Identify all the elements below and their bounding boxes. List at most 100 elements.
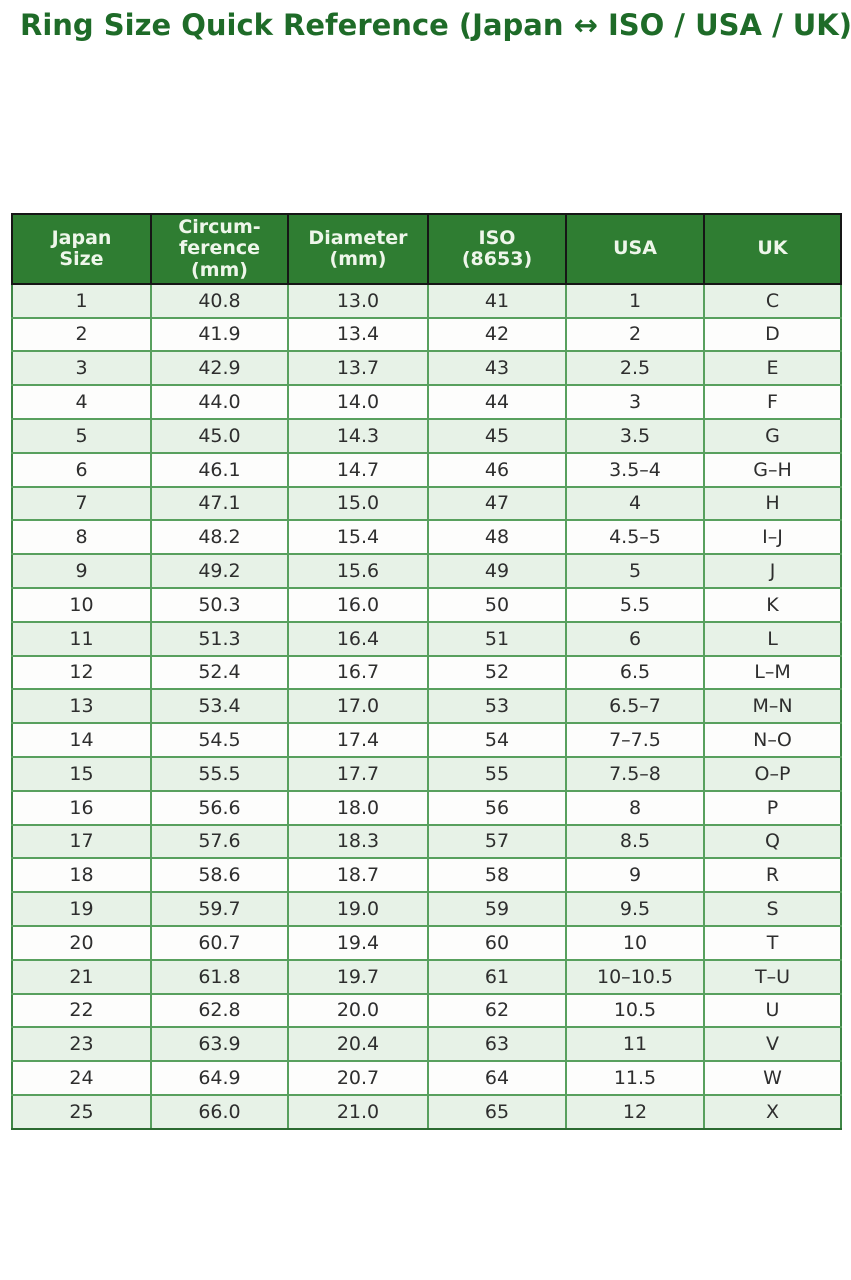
table-cell: 42.9 (150, 350, 289, 387)
column-header-circumference: Circum- ference (mm) (150, 213, 289, 285)
column-header-iso: ISO (8653) (427, 213, 567, 285)
table-cell: 6 (11, 451, 152, 488)
table-row: 21 61.8 19.7 61 10–10.5 T–U (11, 958, 842, 995)
table-cell: K (703, 586, 842, 623)
table-cell: 7–7.5 (565, 722, 705, 758)
table-cell: 52.4 (150, 654, 289, 691)
table-cell: 17.0 (287, 688, 429, 725)
table-cell: 19.4 (287, 924, 429, 961)
table-cell: 14.3 (287, 417, 429, 454)
table-cell: 44 (427, 384, 567, 420)
table-cell: 57.6 (150, 823, 289, 860)
table-cell: 54.5 (150, 722, 289, 758)
table-cell: 58 (427, 857, 567, 894)
table-cell: N–O (703, 722, 842, 758)
table-cell: J (703, 553, 842, 589)
table-cell: 64.9 (150, 1060, 289, 1096)
table-cell: 60 (427, 924, 567, 961)
table-row: 12 52.4 16.7 52 6.5 L–M (11, 654, 842, 691)
table-cell: 14 (11, 722, 152, 758)
table-cell: 65 (427, 1093, 567, 1130)
table-cell: 18.3 (287, 823, 429, 860)
table-cell: T–U (703, 958, 842, 995)
table-cell: 41 (427, 282, 567, 319)
table-cell: 17 (11, 823, 152, 860)
table-cell: 13.7 (287, 350, 429, 387)
table-cell: 4 (11, 384, 152, 420)
table-cell: X (703, 1093, 842, 1130)
table-cell: P (703, 789, 842, 826)
ring-size-table: Japan Size Circum- ference (mm) Diameter… (11, 213, 842, 1130)
column-header-usa: USA (565, 213, 705, 285)
table-cell: 64 (427, 1060, 567, 1096)
table-row: 15 55.5 17.7 55 7.5–8 O–P (11, 755, 842, 792)
table-row: 9 49.2 15.6 49 5 J (11, 553, 842, 589)
page-title: Ring Size Quick Reference (Japan ↔ ISO /… (20, 8, 851, 42)
table-cell: V (703, 1026, 842, 1063)
table-cell: D (703, 316, 842, 353)
table-cell: 16 (11, 789, 152, 826)
table-cell: 18 (11, 857, 152, 894)
table-cell: 3 (565, 384, 705, 420)
table-row: 10 50.3 16.0 50 5.5 K (11, 586, 842, 623)
table-cell: E (703, 350, 842, 387)
table-cell: L (703, 620, 842, 657)
table-cell: S (703, 891, 842, 927)
table-cell: 3.5 (565, 417, 705, 454)
table-row: 22 62.8 20.0 62 10.5 U (11, 992, 842, 1029)
table-cell: 24 (11, 1060, 152, 1096)
table-cell: 10–10.5 (565, 958, 705, 995)
table-cell: 21 (11, 958, 152, 995)
table-cell: 23 (11, 1026, 152, 1063)
table-cell: G (703, 417, 842, 454)
table-cell: 51 (427, 620, 567, 657)
table-cell: 16.0 (287, 586, 429, 623)
table-cell: 55 (427, 755, 567, 792)
table-cell: H (703, 485, 842, 522)
table-row: 24 64.9 20.7 64 11.5 W (11, 1060, 842, 1096)
table-cell: R (703, 857, 842, 894)
table-row: 2 41.9 13.4 42 2 D (11, 316, 842, 353)
table-cell: 44.0 (150, 384, 289, 420)
table-cell: 4.5–5 (565, 519, 705, 556)
table-cell: 61.8 (150, 958, 289, 995)
table-cell: 56 (427, 789, 567, 826)
table-cell: 22 (11, 992, 152, 1029)
table-cell: 17.7 (287, 755, 429, 792)
table-cell: T (703, 924, 842, 961)
table-cell: 3.5–4 (565, 451, 705, 488)
table-cell: 18.0 (287, 789, 429, 826)
table-cell: 49.2 (150, 553, 289, 589)
table-row: 23 63.9 20.4 63 11 V (11, 1026, 842, 1063)
table-cell: 10 (565, 924, 705, 961)
table-cell: 59 (427, 891, 567, 927)
table-cell: 51.3 (150, 620, 289, 657)
table-cell: 48 (427, 519, 567, 556)
ring-size-table-container: Japan Size Circum- ference (mm) Diameter… (11, 213, 842, 1130)
table-cell: 41.9 (150, 316, 289, 353)
table-cell: 12 (565, 1093, 705, 1130)
table-cell: 7 (11, 485, 152, 522)
table-cell: 11 (565, 1026, 705, 1063)
table-row: 7 47.1 15.0 47 4 H (11, 485, 842, 522)
table-row: 4 44.0 14.0 44 3 F (11, 384, 842, 420)
table-cell: 45.0 (150, 417, 289, 454)
table-cell: 53.4 (150, 688, 289, 725)
table-cell: 56.6 (150, 789, 289, 826)
table-cell: W (703, 1060, 842, 1096)
table-cell: 47 (427, 485, 567, 522)
table-cell: 60.7 (150, 924, 289, 961)
table-cell: 9.5 (565, 891, 705, 927)
table-cell: 66.0 (150, 1093, 289, 1130)
table-cell: 17.4 (287, 722, 429, 758)
table-cell: 20.4 (287, 1026, 429, 1063)
table-cell: 2 (11, 316, 152, 353)
table-cell: 63.9 (150, 1026, 289, 1063)
table-row: 11 51.3 16.4 51 6 L (11, 620, 842, 657)
table-cell: 15.0 (287, 485, 429, 522)
table-cell: 4 (565, 485, 705, 522)
table-cell: 16.4 (287, 620, 429, 657)
table-cell: 2.5 (565, 350, 705, 387)
table-cell: 6.5–7 (565, 688, 705, 725)
table-cell: 57 (427, 823, 567, 860)
